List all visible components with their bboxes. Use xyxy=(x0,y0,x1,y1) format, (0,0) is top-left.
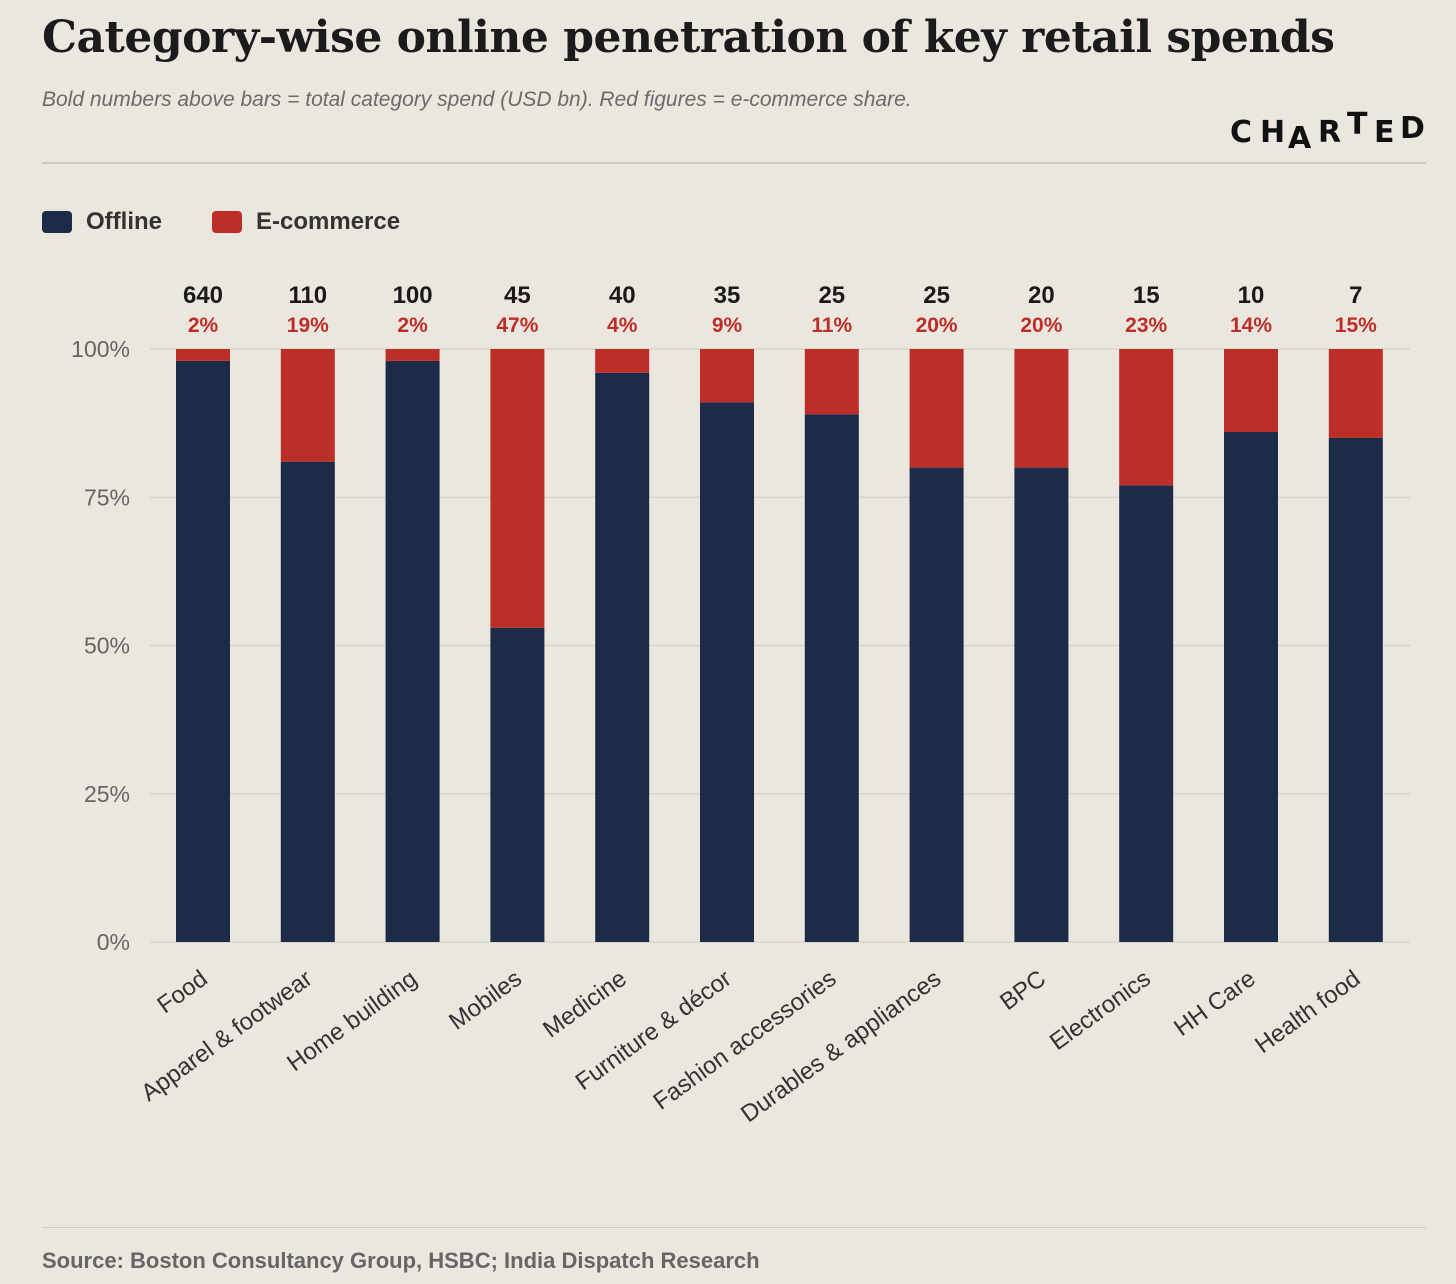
bar-offline xyxy=(1328,437,1383,942)
spend-label: 20 xyxy=(1028,282,1055,309)
bars xyxy=(176,349,1383,943)
x-category-label: Mobiles xyxy=(444,965,527,1035)
source-note: Source: Boston Consultancy Group, HSBC; … xyxy=(42,1248,760,1273)
spend-label: 45 xyxy=(504,282,531,309)
spend-label: 35 xyxy=(714,282,741,309)
x-category-label: HH Care xyxy=(1169,965,1260,1042)
bar-ecommerce xyxy=(595,349,650,373)
share-label: 19% xyxy=(287,314,329,337)
legend-label-ecommerce: E-commerce xyxy=(256,208,401,235)
logo-letter: C xyxy=(1230,115,1252,150)
logo-letter: D xyxy=(1400,111,1425,146)
spend-label: 15 xyxy=(1133,282,1160,309)
bar-offline xyxy=(1014,467,1069,942)
x-category-label: Electronics xyxy=(1045,965,1156,1056)
logo-letter: R xyxy=(1318,115,1341,150)
bar-offline xyxy=(1119,485,1174,942)
y-tick-label: 50% xyxy=(84,633,130,659)
spend-label: 110 xyxy=(288,282,327,309)
bar-ecommerce xyxy=(1224,349,1278,433)
share-label: 2% xyxy=(188,314,219,337)
spend-label: 640 xyxy=(183,282,223,309)
share-label: 14% xyxy=(1230,314,1272,337)
logo-letter: E xyxy=(1374,115,1395,150)
spend-label: 100 xyxy=(393,282,433,309)
bar-ecommerce xyxy=(804,349,859,415)
spend-label: 25 xyxy=(923,282,950,309)
spend-label: 7 xyxy=(1349,282,1362,309)
bar-ecommerce xyxy=(1014,349,1069,468)
legend-item-ecommerce: E-commerce xyxy=(212,208,400,236)
y-tick-label: 100% xyxy=(71,336,130,362)
x-category-label: Durables & appliances xyxy=(736,965,946,1128)
legend-swatch-ecommerce xyxy=(212,211,242,233)
share-label: 47% xyxy=(496,314,538,337)
x-category-label: Health food xyxy=(1250,965,1365,1059)
share-label: 9% xyxy=(712,314,743,337)
x-category-label: Fashion accessories xyxy=(648,965,841,1115)
bar-ecommerce xyxy=(490,349,545,628)
x-category-label: Medicine xyxy=(538,965,632,1043)
charted-logo: C H A R T E D xyxy=(1230,107,1425,156)
share-label: 23% xyxy=(1125,314,1167,337)
logo-letter: H xyxy=(1260,115,1285,150)
x-category-label: Food xyxy=(152,965,212,1019)
chart-subtitle: Bold numbers above bars = total category… xyxy=(42,88,912,111)
bar-ecommerce xyxy=(909,349,964,468)
share-label: 15% xyxy=(1335,314,1377,337)
bar-ecommerce xyxy=(176,349,230,361)
bar-ecommerce xyxy=(385,349,440,361)
share-label: 4% xyxy=(607,314,638,337)
gridlines xyxy=(150,348,1410,943)
bar-offline xyxy=(490,627,545,942)
bar-offline xyxy=(595,372,650,943)
footer-divider xyxy=(42,1227,1426,1228)
bar-offline xyxy=(385,360,440,942)
share-label: 20% xyxy=(916,314,958,337)
bar-ecommerce xyxy=(700,349,754,403)
bar-offline xyxy=(909,467,964,942)
y-tick-label: 0% xyxy=(97,929,130,955)
header-divider xyxy=(42,162,1426,164)
share-label: 2% xyxy=(397,314,428,337)
spend-label: 10 xyxy=(1238,282,1265,309)
share-label: 20% xyxy=(1020,314,1062,337)
chart-legend: Offline E-commerce xyxy=(42,208,450,236)
legend-swatch-offline xyxy=(42,211,72,233)
spend-label: 40 xyxy=(609,282,636,309)
bar-offline xyxy=(280,461,335,942)
spend-label: 25 xyxy=(818,282,845,309)
chart-title: Category-wise online penetration of key … xyxy=(42,12,1335,63)
legend-label-offline: Offline xyxy=(86,208,162,235)
bar-ecommerce xyxy=(1328,349,1383,438)
bar-ecommerce xyxy=(280,349,335,462)
y-tick-label: 25% xyxy=(84,781,130,807)
x-category-label: BPC xyxy=(995,965,1051,1016)
y-tick-label: 75% xyxy=(84,484,130,510)
legend-item-offline: Offline xyxy=(42,208,162,236)
logo-letter: A xyxy=(1288,121,1312,156)
logo-letter: T xyxy=(1347,107,1368,142)
bar-ecommerce xyxy=(1119,349,1174,486)
bar-offline xyxy=(700,402,754,942)
bar-offline xyxy=(1224,432,1278,942)
bar-offline xyxy=(804,414,859,943)
share-label: 11% xyxy=(811,314,852,337)
x-category-label: Apparel & footwear xyxy=(136,965,317,1107)
bar-offline xyxy=(176,360,230,942)
